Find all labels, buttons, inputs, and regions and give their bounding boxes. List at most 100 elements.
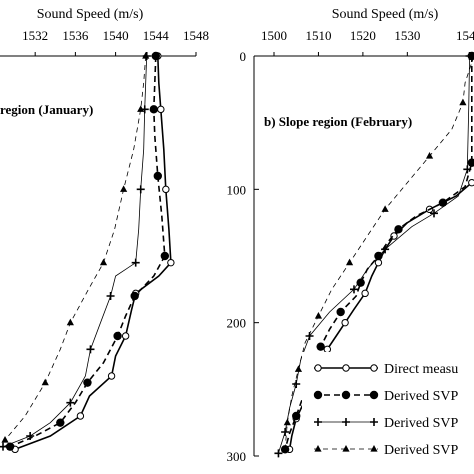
panel-b-x-tick-label: 1530 <box>394 28 420 43</box>
panel-b-series-3-line <box>278 55 470 454</box>
panel-b-series-3-point <box>292 380 301 388</box>
panel-a-series-3-line <box>2 55 148 448</box>
panel-january: Sound Speed (m/s) 1532 1536 1540 1544 1548 r… <box>0 7 209 454</box>
panel-b-series-4-point <box>281 445 289 452</box>
legend-label: Derived SVP <box>384 389 458 404</box>
panel-a-series-3-point <box>86 345 95 354</box>
panel-a-series-2-point <box>130 291 139 301</box>
panel-a-series-2-point <box>151 51 160 61</box>
panel-b-series-2-point <box>316 342 325 351</box>
panel-a-series-1-point <box>107 372 116 380</box>
panel-b-x-tick-label: 1500 <box>261 28 287 43</box>
panel-b-series-3-point <box>274 449 283 458</box>
panel-b-series-2-point <box>467 158 474 167</box>
legend-entry: Derived SVP <box>314 443 458 458</box>
panel-a-x-tick-label: 1532 <box>22 28 48 43</box>
legend-marker <box>342 418 350 426</box>
panel-a-series-3-point <box>26 432 35 440</box>
panel-a-series-2-point <box>113 331 122 341</box>
legend: Direct measu Derived SVP Derived SVP Derive… <box>313 362 458 458</box>
panel-b-series-4-point <box>294 365 303 372</box>
legend-marker <box>314 418 322 426</box>
panel-a-series-1-point <box>121 332 130 340</box>
panel-b-series-3-point <box>430 209 438 218</box>
panel-a-series-4-point <box>99 258 108 266</box>
panel-b-series-4 <box>281 52 474 452</box>
legend-entry: Direct measu <box>314 362 458 377</box>
panel-b-series-2-point <box>356 278 365 287</box>
panel-b-series-1-point <box>468 178 474 187</box>
panel-a-label: region (January) <box>0 102 93 117</box>
panel-a-series-3-point <box>106 292 115 300</box>
legend-marker <box>342 364 350 372</box>
panel-a-series-2 <box>5 51 170 451</box>
panel-b-series-2-point <box>292 411 301 421</box>
panel-b-series-4-point <box>425 152 434 159</box>
legend-marker <box>370 445 378 452</box>
panel-b-y-tick-label: 0 <box>240 49 247 64</box>
panel-b-series-1-point <box>323 345 332 354</box>
panel-b-x-tick-label: 154 <box>456 28 474 43</box>
legend-label: Direct measu <box>384 362 458 377</box>
panel-a-x-axis-title: Sound Speed (m/s) <box>37 7 144 22</box>
panel-b-series-3-point <box>350 285 358 294</box>
panel-a-x-tick-label: 1548 <box>183 28 209 43</box>
panel-a-series-3-point <box>136 185 145 194</box>
panel-a-series-1-point <box>167 258 175 267</box>
legend-marker <box>314 364 322 372</box>
panel-a-series-4-point <box>120 185 128 192</box>
legend-marker <box>313 390 323 400</box>
legend-marker <box>370 418 378 426</box>
panel-b-series-4-point <box>345 258 354 266</box>
legend-marker <box>342 445 350 452</box>
panel-a-series-3-point <box>131 258 140 267</box>
panel-b-series-2-point <box>394 225 403 234</box>
panel-a-series-2-point <box>149 105 158 114</box>
panel-b-series-2-point <box>438 198 448 207</box>
panel-b-series-1-point <box>341 318 349 327</box>
panel-a-series-2-point <box>56 418 65 427</box>
panel-b-y-tick-label: 200 <box>227 316 247 331</box>
panel-february: Sound Speed (m/s) 1500 1510 1520 1530 154010… <box>227 7 474 464</box>
panel-b-y-tick-label: 300 <box>227 449 247 464</box>
legend-background <box>302 352 474 456</box>
panel-b-x-tick-label: 1520 <box>350 28 376 43</box>
legend-marker <box>314 445 322 452</box>
legend-label: Derived SVP <box>384 416 458 431</box>
panel-a-series-4-point <box>142 52 150 59</box>
panel-a-x-tick-label: 1536 <box>62 28 89 43</box>
panel-a-series-4-point <box>1 436 9 443</box>
legend-marker <box>369 390 379 400</box>
panel-b-series-4-line <box>284 55 474 450</box>
panel-b-series-4-point <box>283 418 291 426</box>
panel-a-series-4 <box>1 52 150 443</box>
panel-b-series-4-point <box>459 98 467 106</box>
panel-a-series-2-point <box>83 378 92 387</box>
panel-a-series-4-point <box>41 378 49 386</box>
panel-b-series-4-point <box>470 52 474 59</box>
panel-b-y-tick-label: 100 <box>227 182 247 197</box>
panel-a-series-1-point <box>157 105 165 114</box>
legend-marker <box>370 364 378 372</box>
panel-b-series-3-point <box>463 165 472 174</box>
panel-a-series-4-point <box>137 105 145 112</box>
panel-b-series-4-point <box>314 312 323 319</box>
panel-b-series-1-point <box>361 289 369 298</box>
panel-a-series-1-point <box>76 412 85 420</box>
panel-b-label: b) Slope region (February) <box>264 114 412 129</box>
panel-a-series-1-point <box>162 185 170 194</box>
panel-a-series-3 <box>0 52 151 451</box>
panel-a-series-3-point <box>66 398 75 407</box>
panel-b-series-4-point <box>381 205 389 212</box>
panel-b-x-tick-label: 1510 <box>305 28 331 43</box>
legend-entry: Derived SVP <box>314 416 458 431</box>
panel-a-series-2-point <box>160 251 170 261</box>
panel-b-series-1-point <box>374 258 383 267</box>
panel-a-series-3-point <box>0 442 8 451</box>
panel-b-series-3-point <box>281 428 290 436</box>
panel-a-series-4-point <box>66 318 74 326</box>
panel-b-series-3-point <box>381 245 390 254</box>
legend-label: Derived SVP <box>384 443 458 458</box>
panel-b-series-2-point <box>336 307 345 317</box>
